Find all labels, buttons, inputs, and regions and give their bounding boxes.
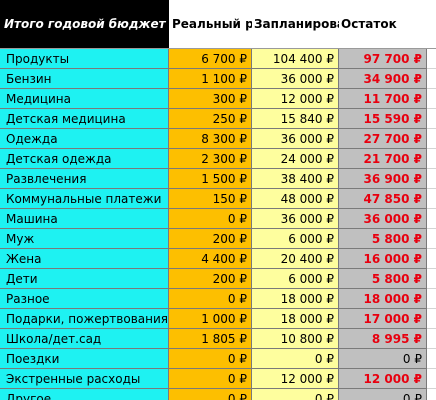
planned-cell[interactable]: 18 000 ₽ bbox=[252, 309, 339, 329]
category-cell[interactable]: Школа/дет.сад bbox=[0, 329, 169, 349]
actual-cell[interactable]: 2 300 ₽ bbox=[169, 149, 252, 169]
remaining-cell[interactable]: 11 700 ₽ bbox=[339, 89, 427, 109]
remaining-cell[interactable]: 36 000 ₽ bbox=[339, 209, 427, 229]
actual-cell[interactable]: 0 ₽ bbox=[169, 289, 252, 309]
planned-cell[interactable]: 38 400 ₽ bbox=[252, 169, 339, 189]
actual-cell[interactable]: 200 ₽ bbox=[169, 229, 252, 249]
remaining-cell[interactable]: 17 000 ₽ bbox=[339, 309, 427, 329]
planned-cell[interactable]: 36 000 ₽ bbox=[252, 69, 339, 89]
empty-cell[interactable] bbox=[427, 269, 436, 289]
planned-cell[interactable]: 15 840 ₽ bbox=[252, 109, 339, 129]
planned-cell[interactable]: 24 000 ₽ bbox=[252, 149, 339, 169]
actual-cell[interactable]: 0 ₽ bbox=[169, 209, 252, 229]
remaining-cell[interactable]: 15 590 ₽ bbox=[339, 109, 427, 129]
remaining-cell[interactable]: 5 800 ₽ bbox=[339, 269, 427, 289]
planned-cell[interactable]: 18 000 ₽ bbox=[252, 289, 339, 309]
empty-cell[interactable] bbox=[427, 389, 436, 400]
empty-cell[interactable] bbox=[427, 89, 436, 109]
remaining-cell[interactable]: 8 995 ₽ bbox=[339, 329, 427, 349]
empty-cell[interactable] bbox=[427, 289, 436, 309]
category-cell[interactable]: Другое bbox=[0, 389, 169, 400]
remaining-cell[interactable]: 16 000 ₽ bbox=[339, 249, 427, 269]
category-cell[interactable]: Муж bbox=[0, 229, 169, 249]
remaining-cell[interactable]: 18 000 ₽ bbox=[339, 289, 427, 309]
empty-cell[interactable] bbox=[427, 249, 436, 269]
empty-cell[interactable] bbox=[427, 49, 436, 69]
planned-cell[interactable]: 104 400 ₽ bbox=[252, 49, 339, 69]
remaining-cell[interactable]: 21 700 ₽ bbox=[339, 149, 427, 169]
category-cell[interactable]: Продукты bbox=[0, 49, 169, 69]
category-cell[interactable]: Экстренные расходы bbox=[0, 369, 169, 389]
remaining-cell[interactable]: 5 800 ₽ bbox=[339, 229, 427, 249]
actual-cell[interactable]: 1 100 ₽ bbox=[169, 69, 252, 89]
category-cell[interactable]: Развлечения bbox=[0, 169, 169, 189]
planned-cell[interactable]: 48 000 ₽ bbox=[252, 189, 339, 209]
header-cell-actual[interactable]: Реальный рас bbox=[169, 0, 252, 48]
category-cell[interactable]: Дети bbox=[0, 269, 169, 289]
planned-cell[interactable]: 0 ₽ bbox=[252, 389, 339, 400]
category-cell[interactable]: Медицина bbox=[0, 89, 169, 109]
empty-cell[interactable] bbox=[427, 349, 436, 369]
category-cell[interactable]: Детская медицина bbox=[0, 109, 169, 129]
category-cell[interactable]: Разное bbox=[0, 289, 169, 309]
planned-cell[interactable]: 20 400 ₽ bbox=[252, 249, 339, 269]
planned-cell[interactable]: 10 800 ₽ bbox=[252, 329, 339, 349]
empty-cell[interactable] bbox=[427, 369, 436, 389]
empty-cell[interactable] bbox=[427, 129, 436, 149]
header-cell-planned[interactable]: Запланирован bbox=[252, 0, 339, 48]
actual-cell[interactable]: 4 400 ₽ bbox=[169, 249, 252, 269]
remaining-cell[interactable]: 34 900 ₽ bbox=[339, 69, 427, 89]
category-cell[interactable]: Машина bbox=[0, 209, 169, 229]
empty-cell[interactable] bbox=[427, 109, 436, 129]
actual-cell[interactable]: 300 ₽ bbox=[169, 89, 252, 109]
planned-cell[interactable]: 6 000 ₽ bbox=[252, 229, 339, 249]
actual-cell[interactable]: 0 ₽ bbox=[169, 349, 252, 369]
actual-cell[interactable]: 200 ₽ bbox=[169, 269, 252, 289]
remaining-cell[interactable]: 27 700 ₽ bbox=[339, 129, 427, 149]
actual-cell[interactable]: 250 ₽ bbox=[169, 109, 252, 129]
empty-cell[interactable] bbox=[427, 309, 436, 329]
empty-cell[interactable] bbox=[427, 209, 436, 229]
empty-cell[interactable] bbox=[427, 329, 436, 349]
remaining-cell[interactable]: 47 850 ₽ bbox=[339, 189, 427, 209]
planned-cell[interactable]: 6 000 ₽ bbox=[252, 269, 339, 289]
category-cell[interactable]: Подарки, пожертвования bbox=[0, 309, 169, 329]
actual-cell[interactable]: 1 500 ₽ bbox=[169, 169, 252, 189]
remaining-cell[interactable]: 12 000 ₽ bbox=[339, 369, 427, 389]
remaining-cell[interactable]: 36 900 ₽ bbox=[339, 169, 427, 189]
actual-cell[interactable]: 8 300 ₽ bbox=[169, 129, 252, 149]
actual-cell[interactable]: 1 000 ₽ bbox=[169, 309, 252, 329]
category-cell[interactable]: Одежда bbox=[0, 129, 169, 149]
category-cell[interactable]: Детская одежда bbox=[0, 149, 169, 169]
category-cell[interactable]: Коммунальные платежи bbox=[0, 189, 169, 209]
category-cell[interactable]: Поездки bbox=[0, 349, 169, 369]
header-cell-empty[interactable] bbox=[427, 0, 436, 48]
actual-cell[interactable]: 0 ₽ bbox=[169, 389, 252, 400]
actual-cell[interactable]: 0 ₽ bbox=[169, 369, 252, 389]
planned-cell[interactable]: 0 ₽ bbox=[252, 349, 339, 369]
remaining-cell[interactable]: 0 ₽ bbox=[339, 389, 427, 400]
empty-cell[interactable] bbox=[427, 169, 436, 189]
planned-cell[interactable]: 12 000 ₽ bbox=[252, 89, 339, 109]
planned-cell[interactable]: 12 000 ₽ bbox=[252, 369, 339, 389]
header-cell-remaining[interactable]: Остаток bbox=[339, 0, 427, 48]
empty-cell[interactable] bbox=[427, 189, 436, 209]
header-cell-category[interactable]: Итого годовой бюджет bbox=[0, 0, 169, 48]
empty-cell[interactable] bbox=[427, 69, 436, 89]
actual-cell[interactable]: 6 700 ₽ bbox=[169, 49, 252, 69]
actual-cell[interactable]: 150 ₽ bbox=[169, 189, 252, 209]
remaining-cell[interactable]: 0 ₽ bbox=[339, 349, 427, 369]
header-divider bbox=[0, 48, 436, 49]
planned-cell[interactable]: 36 000 ₽ bbox=[252, 209, 339, 229]
planned-cell[interactable]: 36 000 ₽ bbox=[252, 129, 339, 149]
remaining-cell[interactable]: 97 700 ₽ bbox=[339, 49, 427, 69]
category-cell[interactable]: Бензин bbox=[0, 69, 169, 89]
category-cell[interactable]: Жена bbox=[0, 249, 169, 269]
empty-cell[interactable] bbox=[427, 229, 436, 249]
empty-cell[interactable] bbox=[427, 149, 436, 169]
actual-cell[interactable]: 1 805 ₽ bbox=[169, 329, 252, 349]
